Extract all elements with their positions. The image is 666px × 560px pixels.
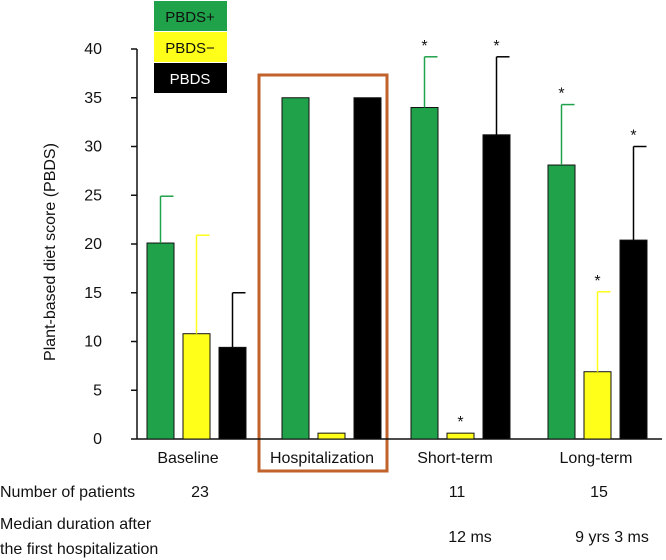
- y-tick-label: 0: [93, 431, 102, 448]
- x-category-label: Baseline: [157, 450, 218, 467]
- x-category-label: Long-term: [560, 450, 633, 467]
- legend-swatch: [154, 32, 227, 62]
- bar-pbds-3: [547, 164, 576, 440]
- x-category-label: Short-term: [417, 450, 493, 467]
- y-tick-label: 25: [84, 187, 102, 204]
- bar-pbds-1: [317, 432, 346, 440]
- significance-mark: *: [457, 414, 463, 431]
- patients-count: 23: [191, 484, 209, 501]
- bar-pbds-3: [619, 239, 648, 440]
- bar-pbds-1: [353, 97, 382, 440]
- duration-row-label-line2: the first hospitalization: [0, 541, 158, 558]
- bar-pbds-0: [146, 242, 175, 440]
- duration-value: 9 yrs 3 ms: [575, 529, 649, 546]
- y-tick-label: 15: [84, 285, 102, 302]
- bar-pbds-0: [218, 346, 247, 440]
- bar-pbds-1: [281, 97, 310, 440]
- y-tick-label: 30: [84, 139, 102, 156]
- significance-mark: *: [594, 273, 600, 290]
- y-tick-label: 40: [84, 41, 102, 58]
- legend-label: PBDS+: [165, 9, 215, 26]
- legend-label: PBDS−: [165, 40, 215, 57]
- bar-pbds-2: [410, 107, 439, 440]
- duration-row-label-line1: Median duration after: [0, 516, 152, 533]
- bar-pbds-0: [182, 333, 211, 440]
- bar-pbds-3: [583, 371, 612, 440]
- patients-count: 11: [449, 484, 466, 501]
- legend-label: PBDS: [170, 71, 211, 88]
- y-tick-label: 20: [84, 236, 102, 253]
- y-axis-title: Plant-based diet score (PBDS): [42, 143, 59, 361]
- x-category-label: Hospitalization: [270, 450, 374, 467]
- y-tick-label: 10: [84, 334, 102, 351]
- significance-mark: *: [630, 128, 636, 145]
- duration-value: 12 ms: [448, 529, 492, 546]
- bar-pbds-2: [446, 432, 475, 440]
- patients-row-label: Number of patients: [0, 484, 135, 501]
- patients-count: 15: [590, 484, 608, 501]
- significance-mark: *: [493, 38, 499, 55]
- legend-swatch: [154, 63, 227, 93]
- y-tick-label: 35: [84, 90, 102, 107]
- y-tick-label: 5: [93, 382, 102, 399]
- highlight-box: [257, 73, 389, 473]
- significance-mark: *: [558, 86, 564, 103]
- significance-mark: *: [421, 38, 427, 55]
- legend-swatch: [154, 1, 227, 31]
- bar-pbds-2: [482, 134, 511, 440]
